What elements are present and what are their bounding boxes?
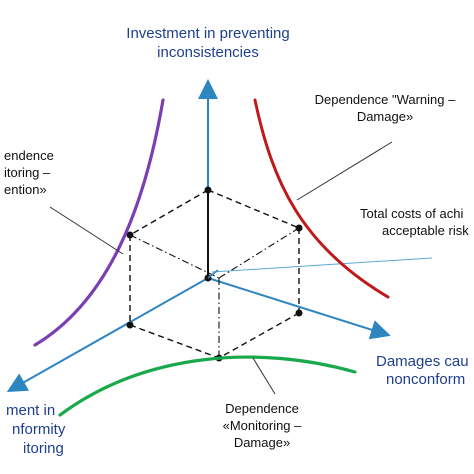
z-axis-label-line-3: itoring xyxy=(23,440,64,457)
y-axis-label-line-2: inconsistencies xyxy=(157,44,259,61)
monitoring-damage-curve xyxy=(58,355,357,417)
total-cost-line xyxy=(211,257,433,273)
leader-warning-damage xyxy=(296,141,393,201)
leader-monitoring-prevention xyxy=(49,206,124,255)
z-axis-label-line-1: ment in xyxy=(6,402,55,419)
monitoring-damage-label-line-1: Dependence xyxy=(225,401,299,416)
warning-damage-label: Dependence "Warning – Damage» xyxy=(315,92,456,124)
monitoring-damage-label-line-2: «Monitoring – xyxy=(223,418,303,433)
z-axis xyxy=(6,277,209,392)
monitoring-damage-label: Dependence «Monitoring – Damage» xyxy=(223,401,303,450)
x-axis-label-line-1: Damages cau xyxy=(376,353,469,370)
x-axis xyxy=(207,277,391,340)
leader-monitoring-damage xyxy=(252,357,276,395)
monitoring-prevention-curve xyxy=(33,98,165,347)
z-axis-label-line-2: nformity xyxy=(12,421,66,438)
x-axis-label-line-2: nonconform xyxy=(386,371,465,388)
y-axis-label: Investment in preventing inconsistencies xyxy=(126,25,289,61)
origin-tick xyxy=(207,269,219,279)
total-costs-label-line-1: Total costs of achi xyxy=(360,206,463,221)
monitoring-prevention-label-line-3: ention» xyxy=(4,182,47,197)
y-axis-label-line-1: Investment in preventing xyxy=(126,25,289,42)
warning-damage-label-line-2: Damage» xyxy=(357,109,413,124)
z-axis-label: ment in nformity itoring xyxy=(6,402,66,457)
warning-damage-label-line-1: Dependence "Warning – xyxy=(315,92,456,107)
monitoring-prevention-label-line-1: endence xyxy=(4,148,54,163)
x-axis-label: Damages cau nonconform xyxy=(376,353,469,388)
cube-wireframe xyxy=(129,189,300,359)
monitoring-damage-label-line-3: Damage» xyxy=(234,435,290,450)
warning-damage-curve xyxy=(253,98,390,299)
total-costs-label: Total costs of achi acceptable risk xyxy=(360,206,469,238)
total-costs-label-line-2: acceptable risk xyxy=(382,223,469,238)
monitoring-prevention-label-line-2: itoring – xyxy=(4,165,51,180)
cube-vertices xyxy=(126,186,303,362)
monitoring-prevention-label: endence itoring – ention» xyxy=(4,148,54,197)
